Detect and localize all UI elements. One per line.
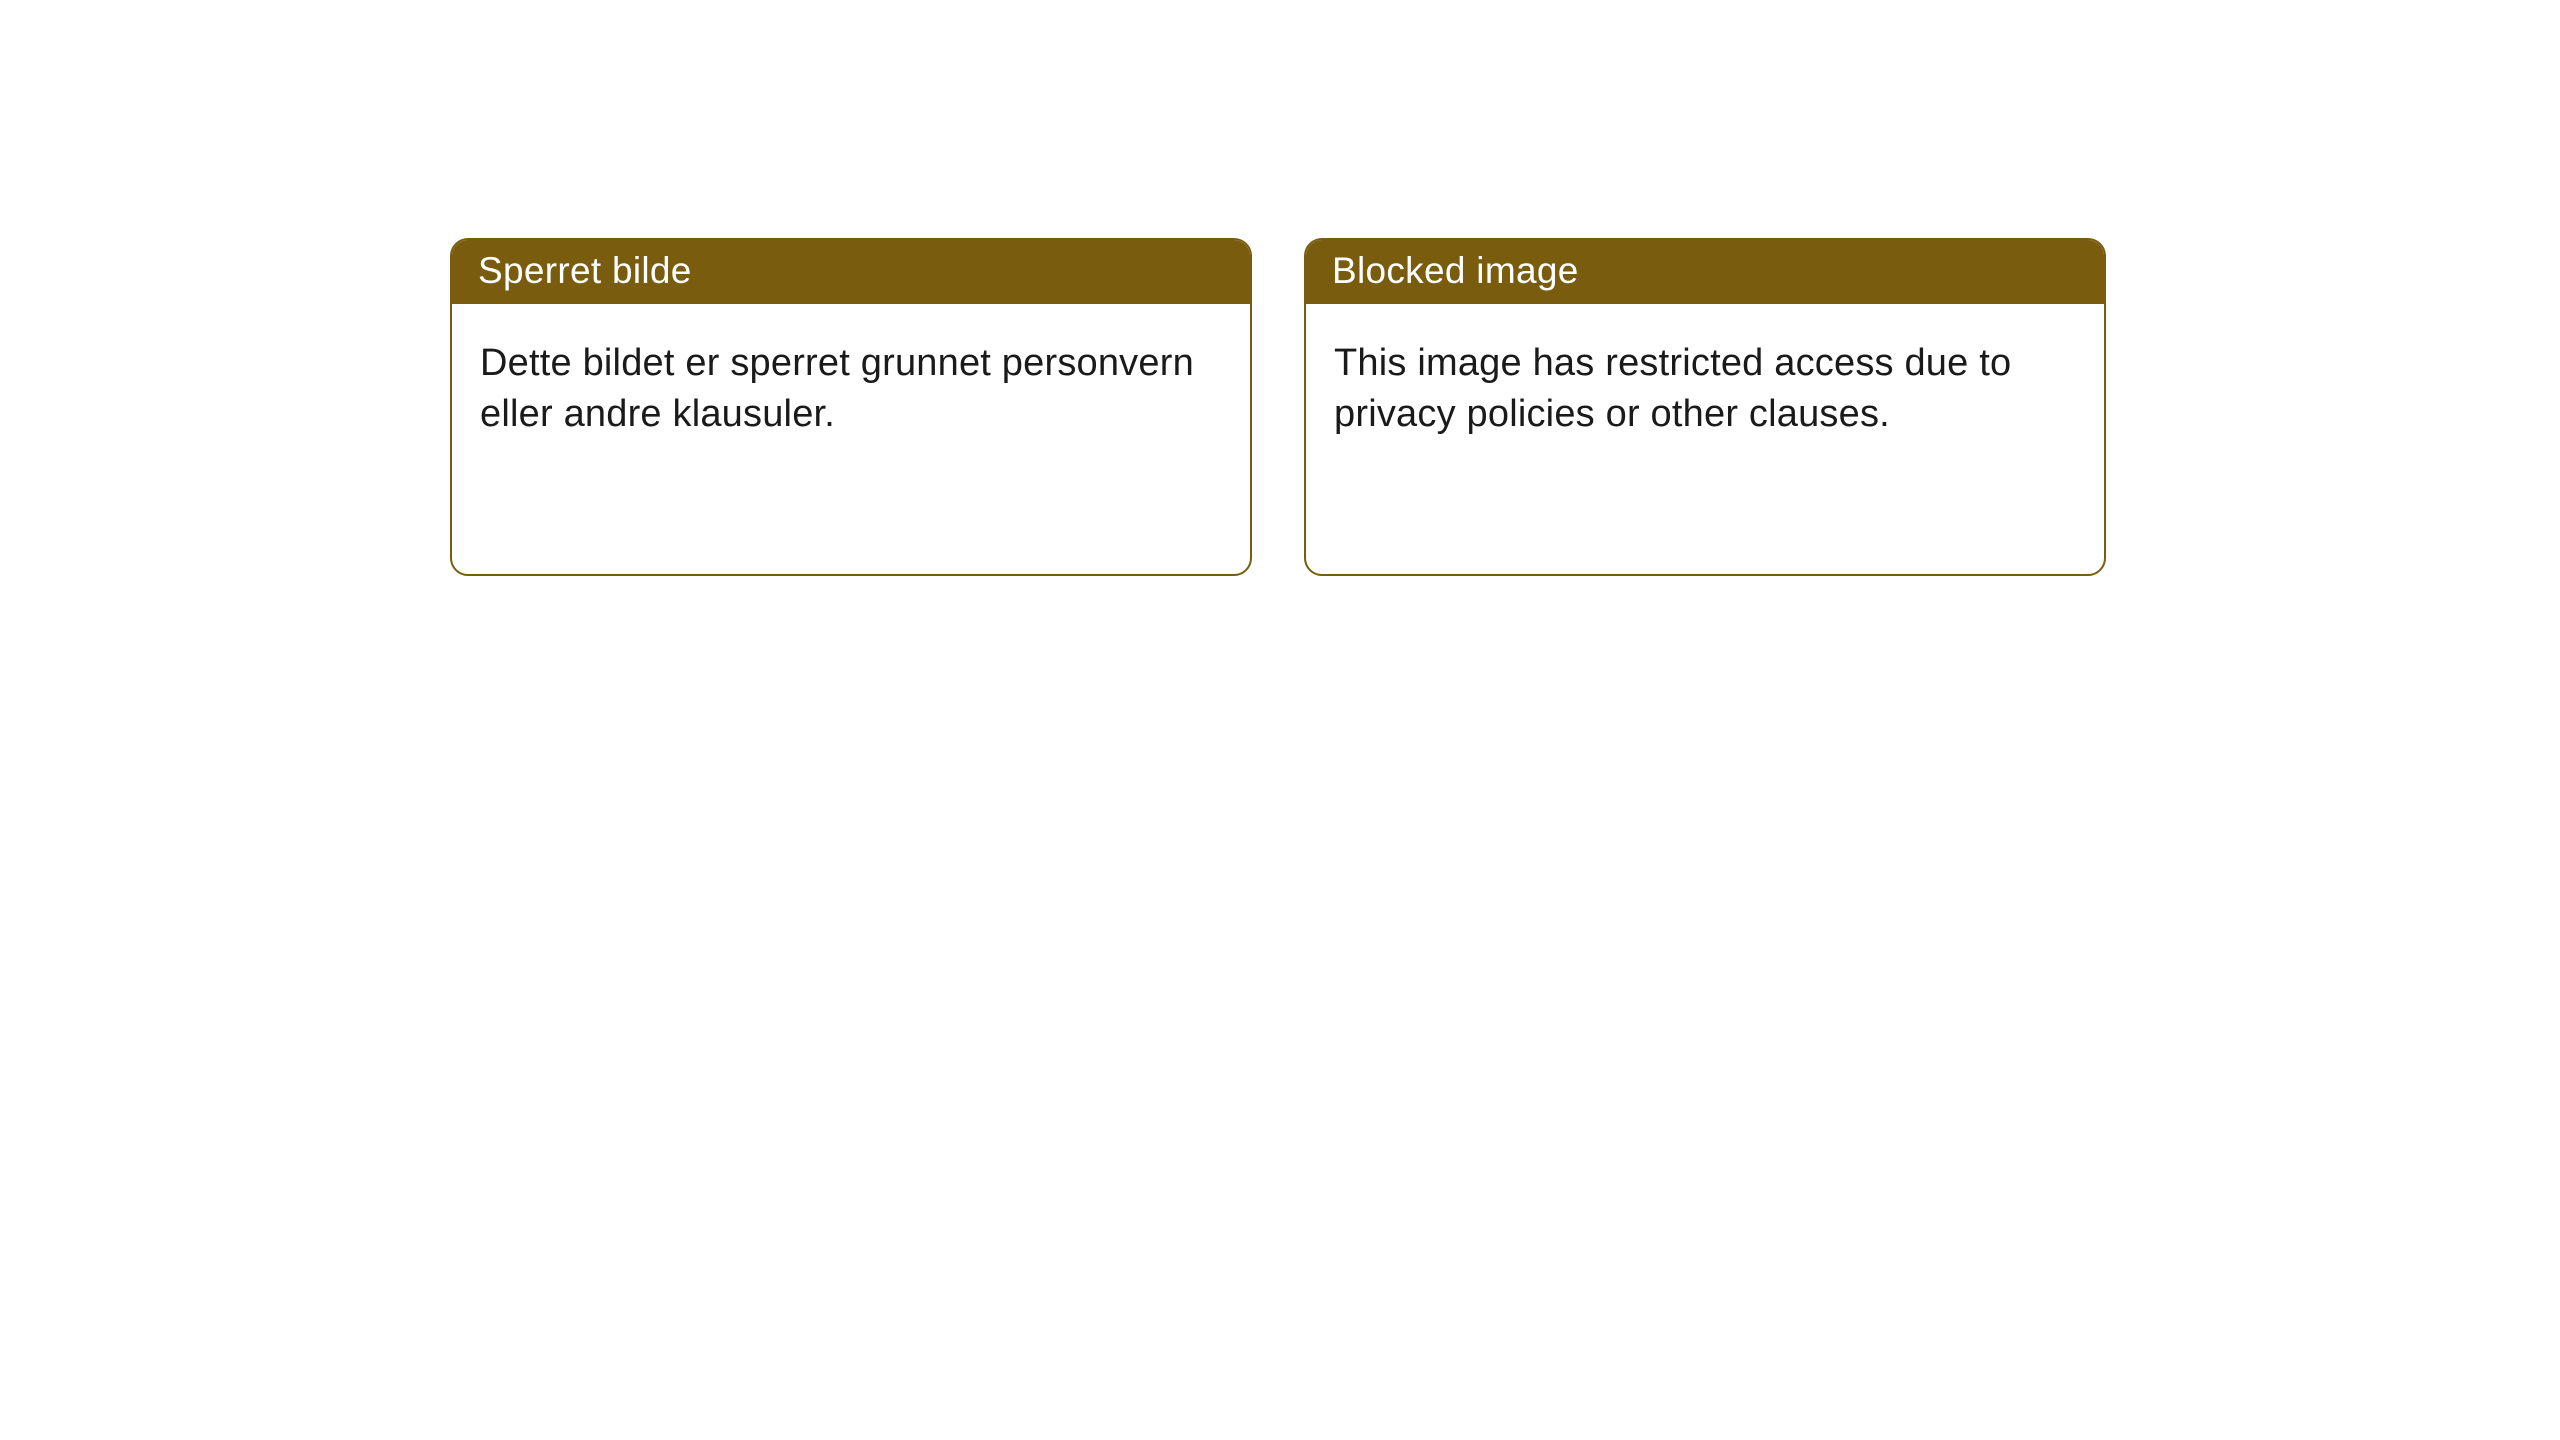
notice-card-body: Dette bildet er sperret grunnet personve… <box>452 304 1250 469</box>
notice-card-norwegian: Sperret bilde Dette bildet er sperret gr… <box>450 238 1252 576</box>
notice-card-body: This image has restricted access due to … <box>1306 304 2104 469</box>
notice-card-english: Blocked image This image has restricted … <box>1304 238 2106 576</box>
notice-card-header: Blocked image <box>1306 240 2104 304</box>
notice-card-header: Sperret bilde <box>452 240 1250 304</box>
notice-cards-container: Sperret bilde Dette bildet er sperret gr… <box>0 0 2560 576</box>
